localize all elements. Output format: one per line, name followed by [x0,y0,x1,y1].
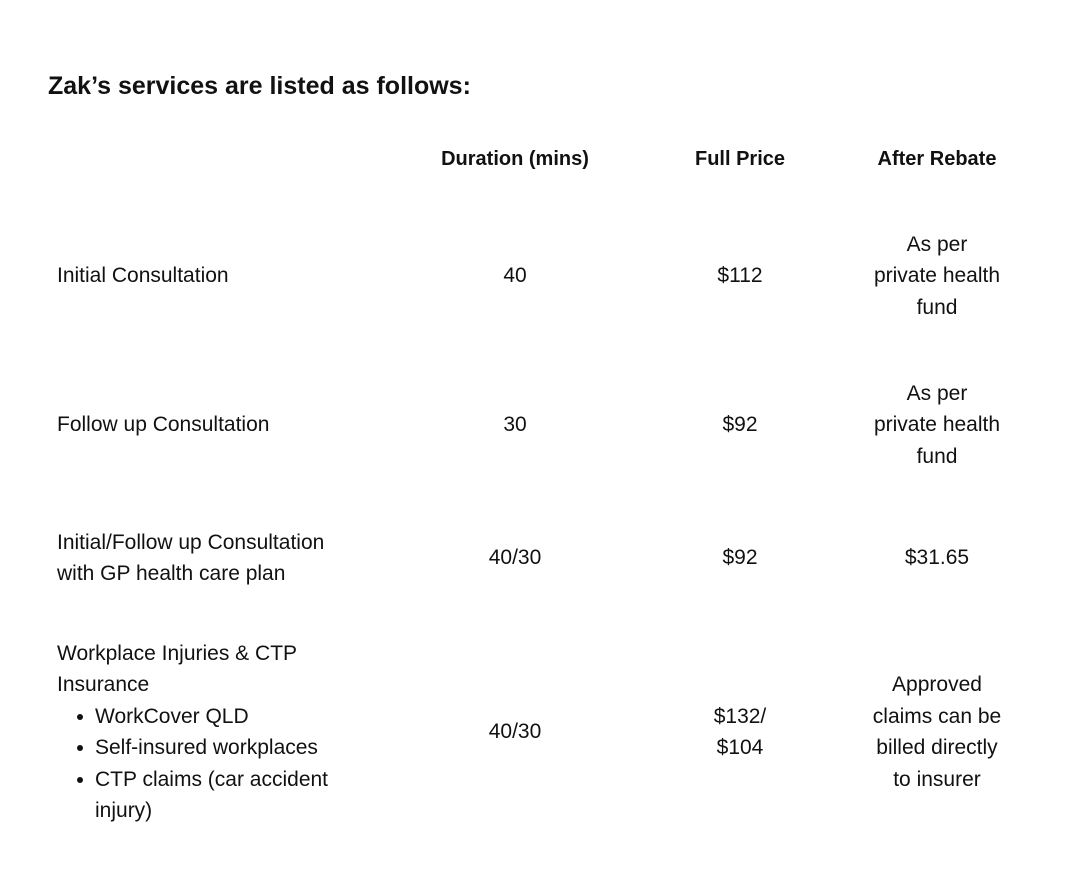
text-line: with GP health care plan [57,562,286,585]
after-rebate-cell: $31.65 [817,438,1057,678]
text-line: Initial Consultation [57,264,229,288]
full-price-cell: $92 [620,438,860,678]
text-line: Initial/Follow up Consultation [57,530,325,554]
service-cell: Follow up Consultation [57,305,387,545]
table-row: Initial Consultation 40 $112 As per private … [0,156,1080,396]
table-row: Workplace Injuries & CTP Insurance WorkCov… [0,612,1080,852]
text-line: WorkCover QLD [95,704,249,728]
text-line: Follow up Consultation [57,413,270,437]
full-price-cell: $112 [620,156,860,396]
text-line: $112 [717,264,763,288]
column-header: Duration (mins) [441,148,589,170]
heading: Zak’s services are listed as follows: [48,72,471,100]
text-line: $92 [722,413,758,437]
after-rebate-cell: Approved claims can be billed directly to i… [817,612,1057,852]
text-line: private health [873,264,1001,288]
text-line: As per [906,381,968,405]
full-price-cell: $132/ $104 [620,612,860,852]
table-row: Follow up Consultation 30 $92 As per private… [0,305,1080,545]
bullet-item: WorkCover QLD [57,701,387,733]
service-cell: Workplace Injuries & CTP Insurance WorkCov… [57,612,387,852]
after-rebate-cell: As per private health fund [817,156,1057,396]
text-line: $31.65 [904,546,970,570]
text-line: $104 [716,736,764,759]
text-line: Approved [892,673,982,696]
text-line: fund [916,295,958,319]
table-row: Initial/Follow up Consultation with GP he… [0,438,1080,678]
text-line: As per [906,232,968,256]
text-line: CTP claims (car accident [95,767,329,791]
text-line: $132/ [713,704,767,728]
text-line: private health [873,413,1001,437]
after-rebate-cell: As per private health fund [817,305,1057,545]
text-line: to insurer [893,767,981,791]
bullet-item: CTP claims (car accident injury) [57,764,387,827]
text-line: 40/30 [488,546,542,570]
duration-cell: 30 [395,305,635,545]
text-line: Insurance [57,673,150,696]
text-line: Self-insured workplaces [95,736,318,759]
text-line: claims can be [872,704,1002,728]
text-line: injury) [95,799,153,822]
text-line: fund [916,444,958,468]
column-header: After Rebate [877,148,997,170]
text-line: 30 [503,413,527,437]
service-cell: Initial/Follow up Consultation with GP he… [57,438,387,678]
duration-cell: 40/30 [395,612,635,852]
column-header: Full Price [694,148,786,170]
duration-cell: 40/30 [395,438,635,678]
bullet-item: Self-insured workplaces [57,732,387,764]
service-cell: Initial Consultation [57,156,387,396]
text-line: 40 [503,264,527,288]
text-line: $92 [722,546,758,570]
duration-cell: 40 [395,156,635,396]
text-line: billed directly [876,736,998,759]
full-price-cell: $92 [620,305,860,545]
text-line: 40/30 [488,720,542,744]
text-line: Workplace Injuries & CTP [57,641,298,665]
